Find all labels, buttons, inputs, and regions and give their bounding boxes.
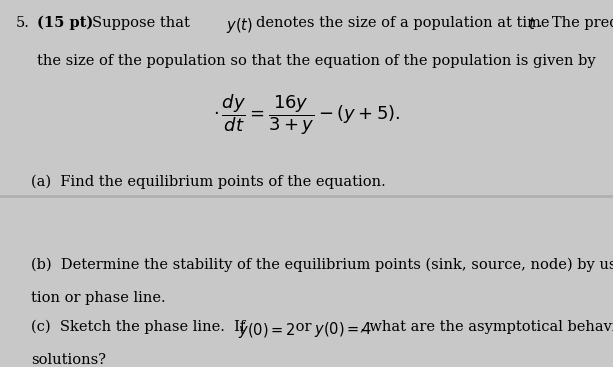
Text: denotes the size of a population at time: denotes the size of a population at time: [256, 16, 554, 30]
Text: solutions?: solutions?: [31, 353, 105, 367]
Text: $y(t)$: $y(t)$: [226, 16, 253, 35]
Text: 5.: 5.: [15, 16, 29, 30]
Text: (15 pt): (15 pt): [37, 16, 93, 30]
Text: Suppose that: Suppose that: [92, 16, 194, 30]
Text: (b)  Determine the stability of the equilibrium points (sink, source, node) by u: (b) Determine the stability of the equil…: [31, 257, 613, 272]
Text: $t$: $t$: [528, 16, 536, 32]
Text: $\cdot\,\dfrac{dy}{dt} = \dfrac{16y}{3+y} - (y+5).$: $\cdot\,\dfrac{dy}{dt} = \dfrac{16y}{3+y…: [213, 92, 400, 137]
Text: .  The predation reduces: . The predation reduces: [538, 16, 613, 30]
Text: (c)  Sketch the phase line.  If: (c) Sketch the phase line. If: [31, 320, 249, 334]
Text: or: or: [291, 320, 316, 334]
Text: the size of the population so that the equation of the population is given by: the size of the population so that the e…: [37, 54, 595, 68]
Text: $y(0) = 4$: $y(0) = 4$: [314, 320, 373, 339]
Text: $\dot{y}(0) = 2$: $\dot{y}(0) = 2$: [238, 320, 295, 341]
Text: , what are the asymptotical behavior of: , what are the asymptotical behavior of: [360, 320, 613, 334]
Text: tion or phase line.: tion or phase line.: [31, 291, 166, 305]
Text: (a)  Find the equilibrium points of the equation.: (a) Find the equilibrium points of the e…: [31, 174, 386, 189]
